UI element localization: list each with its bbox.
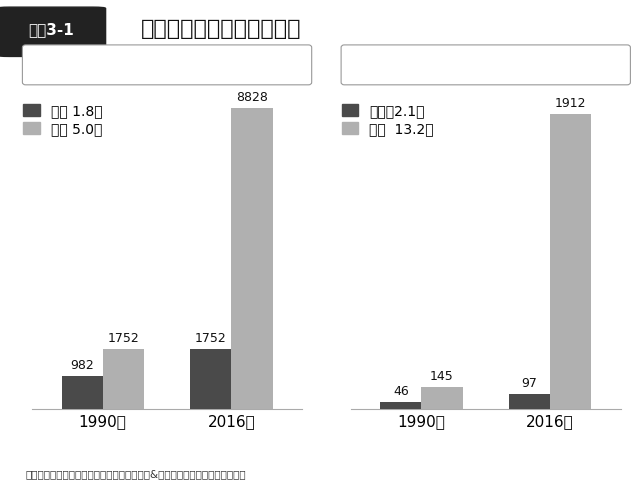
Text: 982: 982: [70, 359, 94, 372]
Bar: [509, 394, 550, 409]
Bar: [61, 376, 103, 409]
Text: 97: 97: [522, 377, 538, 390]
Bar: [190, 349, 231, 409]
Bar: [550, 114, 591, 409]
Bar: [231, 108, 273, 409]
Bar: [103, 349, 144, 409]
Text: 8828: 8828: [236, 91, 268, 104]
Text: 145: 145: [430, 370, 454, 383]
Legend: 日本 1.8倍, 米国 5.0倍: 日本 1.8倍, 米国 5.0倍: [17, 98, 108, 142]
Text: 1912: 1912: [555, 97, 586, 110]
Bar: [422, 387, 463, 409]
Text: 1752: 1752: [195, 332, 227, 345]
Text: 日米の個人金融資産比較図: 日米の個人金融資産比較図: [141, 19, 301, 39]
Text: 1752: 1752: [108, 332, 139, 345]
Text: 図表3-1: 図表3-1: [28, 21, 74, 37]
Text: 出所：日銀資金循環統計より、中浜リサーチ&コンサルティング株式会社作成: 出所：日銀資金循環統計より、中浜リサーチ&コンサルティング株式会社作成: [26, 469, 246, 479]
Bar: [380, 402, 422, 409]
Text: 日米の投資信託残高比較 (円ベース:兆円): 日米の投資信託残高比較 (円ベース:兆円): [422, 60, 550, 70]
Text: 日米の個人金融資産比較 (円ベース:兆円): 日米の個人金融資産比較 (円ベース:兆円): [103, 60, 231, 70]
FancyBboxPatch shape: [0, 7, 106, 56]
Text: 46: 46: [393, 385, 409, 398]
Legend: 日本　2.1倍, 米国  13.2倍: 日本 2.1倍, 米国 13.2倍: [336, 98, 440, 142]
